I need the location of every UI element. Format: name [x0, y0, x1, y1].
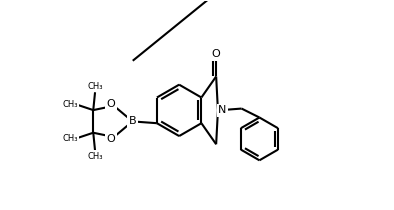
Text: N: N [218, 105, 227, 115]
Text: O: O [212, 49, 221, 59]
Text: CH₃: CH₃ [62, 134, 78, 143]
Text: O: O [107, 99, 115, 109]
Text: B: B [129, 116, 136, 126]
Text: CH₃: CH₃ [87, 82, 103, 91]
Text: CH₃: CH₃ [62, 100, 78, 109]
Text: CH₃: CH₃ [87, 152, 103, 161]
Text: O: O [107, 134, 115, 144]
